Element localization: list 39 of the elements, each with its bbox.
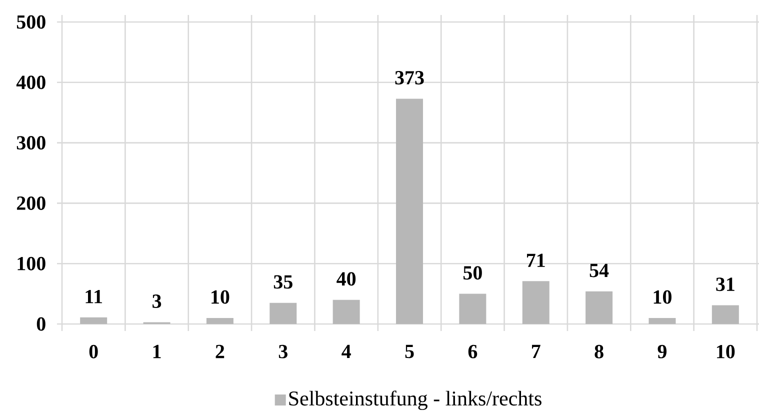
x-tick-label: 4 (342, 344, 351, 358)
x-tick-label: 9 (658, 344, 667, 358)
data-label: 54 (590, 264, 609, 278)
y-tick-label: 100 (18, 256, 46, 270)
bar (459, 294, 486, 324)
x-tick-label: 2 (216, 344, 224, 358)
data-label: 10 (654, 290, 672, 304)
data-label: 11 (86, 290, 102, 304)
x-tick-label: 10 (717, 344, 735, 358)
data-label: 71 (527, 254, 545, 267)
y-tick-label: 200 (16, 196, 46, 210)
x-tick-label: 0 (89, 344, 98, 358)
bar (396, 98, 424, 324)
x-tick-label: 1 (153, 344, 161, 358)
bar (332, 300, 360, 324)
y-tick-label: 300 (16, 136, 46, 150)
legend-label: Selbsteinstufung - links/rechts (289, 390, 542, 410)
y-tick-label: 0 (36, 317, 46, 331)
bar (206, 318, 234, 324)
x-tick-label: 6 (468, 344, 478, 358)
data-label: 31 (716, 278, 734, 292)
bar (586, 291, 613, 324)
y-tick-label: 400 (16, 76, 46, 90)
x-tick-label: 3 (278, 344, 288, 358)
data-label: 10 (212, 290, 230, 304)
bar (270, 302, 297, 324)
bar (80, 317, 108, 324)
data-label: 3 (152, 294, 162, 308)
bar (712, 305, 739, 324)
x-tick-label: 5 (405, 344, 414, 358)
data-label: 35 (274, 275, 292, 289)
data-label: 40 (336, 272, 356, 286)
y-tick-label: 500 (16, 15, 46, 29)
bar (522, 281, 550, 324)
data-label: 50 (463, 266, 482, 280)
data-label: 373 (395, 71, 424, 85)
x-tick-label: 8 (594, 344, 604, 358)
x-tick-label: 7 (532, 344, 540, 358)
bar (648, 318, 676, 324)
